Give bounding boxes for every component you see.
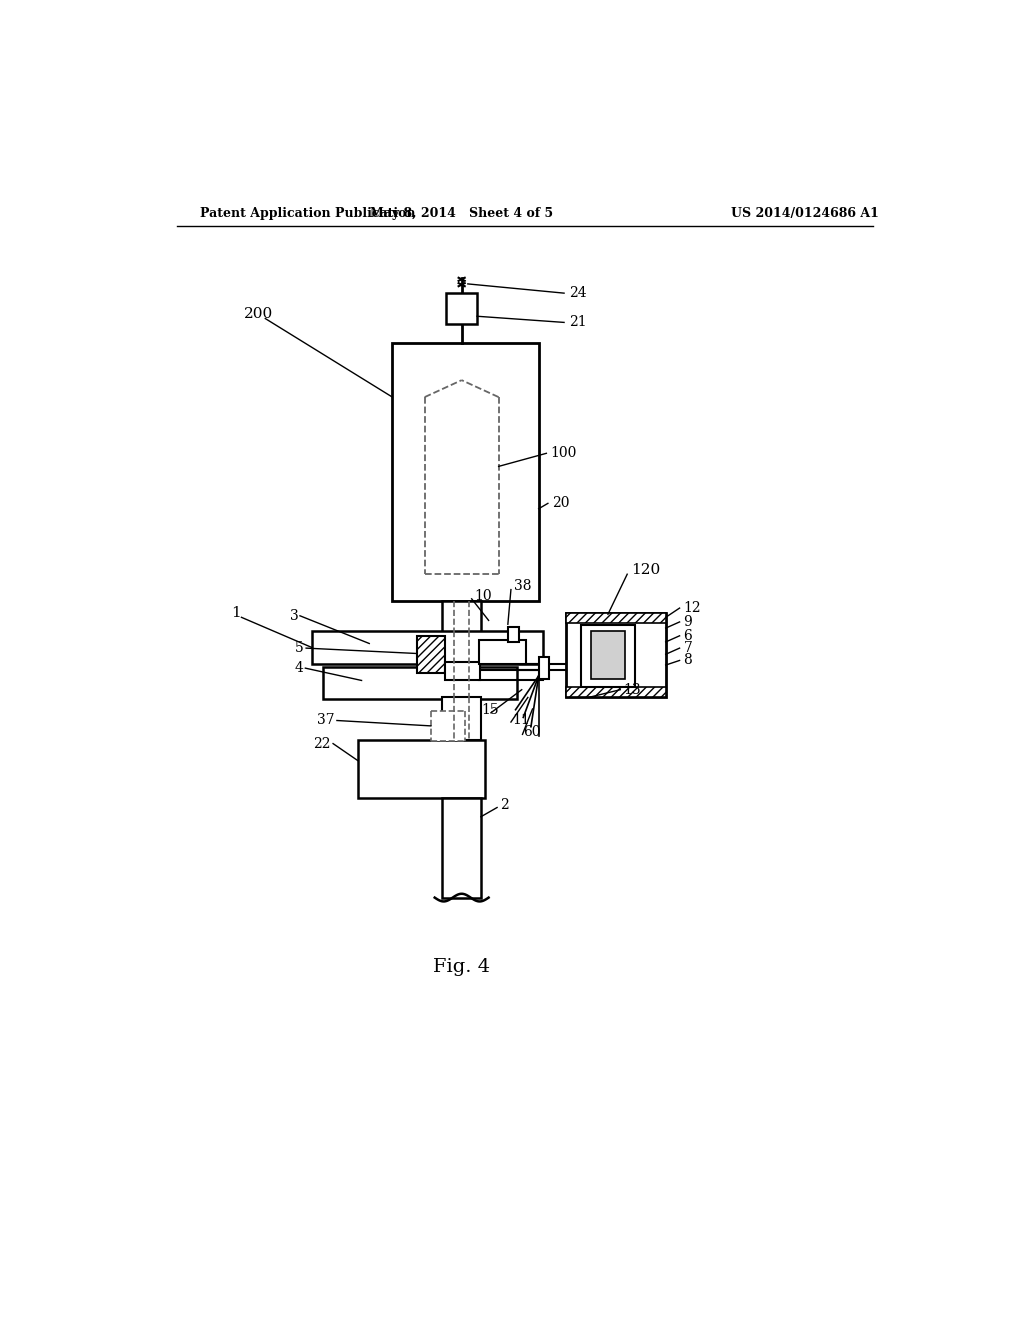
- Text: 4: 4: [294, 661, 303, 675]
- Text: 200: 200: [244, 308, 273, 321]
- Bar: [431, 711, 465, 741]
- Text: 3: 3: [290, 609, 298, 623]
- Text: 9: 9: [683, 615, 692, 628]
- Bar: [508, 627, 518, 642]
- Text: 21: 21: [569, 315, 587, 330]
- Bar: [323, 667, 517, 700]
- Bar: [565, 612, 666, 623]
- Bar: [442, 697, 481, 739]
- Bar: [581, 626, 635, 686]
- Bar: [539, 657, 550, 678]
- Text: 2: 2: [500, 799, 509, 812]
- Bar: [565, 612, 666, 697]
- Bar: [442, 601, 481, 632]
- Text: 13: 13: [624, 682, 641, 697]
- Text: 120: 120: [631, 562, 660, 577]
- Text: 38: 38: [514, 578, 531, 593]
- Text: Fig. 4: Fig. 4: [433, 958, 490, 975]
- Text: 1: 1: [230, 606, 241, 619]
- Text: Patent Application Publication: Patent Application Publication: [200, 207, 416, 220]
- Bar: [565, 686, 666, 697]
- Text: 60: 60: [523, 725, 541, 739]
- Text: 20: 20: [553, 496, 570, 511]
- Text: US 2014/0124686 A1: US 2014/0124686 A1: [731, 207, 879, 220]
- Text: 5: 5: [295, 642, 304, 655]
- Text: 22: 22: [313, 737, 331, 751]
- Text: 24: 24: [569, 286, 587, 300]
- Text: 10: 10: [475, 589, 493, 603]
- Text: 100: 100: [550, 446, 577, 461]
- Bar: [417, 636, 444, 673]
- Bar: [392, 343, 539, 601]
- Bar: [357, 739, 484, 797]
- Bar: [591, 631, 625, 678]
- Bar: [444, 663, 480, 681]
- Text: 15: 15: [481, 702, 500, 717]
- Bar: [479, 640, 525, 664]
- Text: 12: 12: [683, 601, 701, 615]
- Bar: [446, 293, 477, 323]
- Text: 11: 11: [512, 714, 530, 727]
- Bar: [311, 631, 543, 664]
- Text: 7: 7: [683, 642, 692, 655]
- Text: 8: 8: [683, 653, 692, 668]
- Text: 37: 37: [317, 714, 335, 727]
- Bar: [442, 797, 481, 898]
- Text: 6: 6: [683, 628, 692, 643]
- Text: May 8, 2014   Sheet 4 of 5: May 8, 2014 Sheet 4 of 5: [370, 207, 553, 220]
